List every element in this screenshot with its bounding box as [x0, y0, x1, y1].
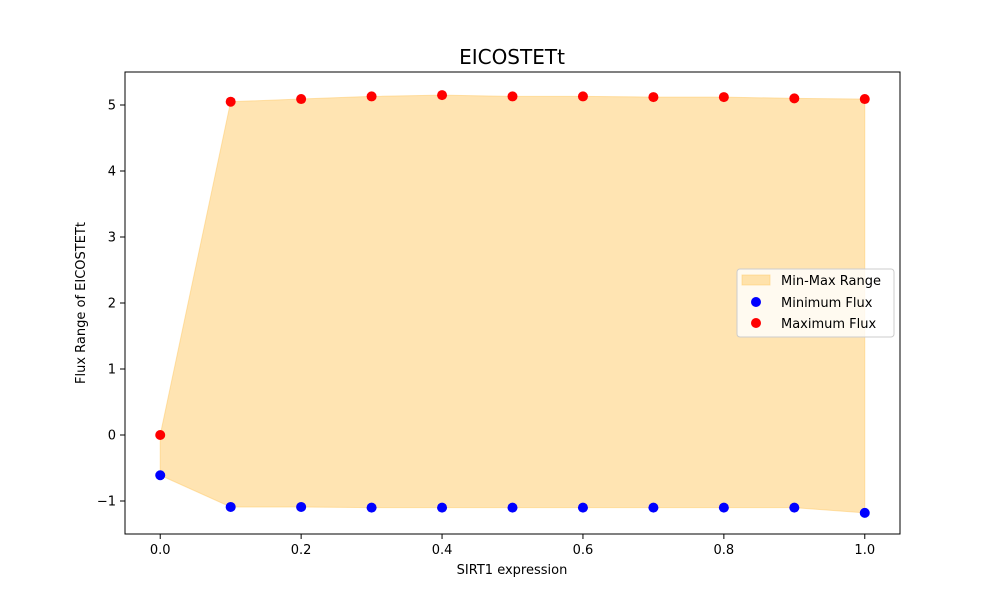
maximum-flux-point [859, 94, 870, 105]
x-axis-ticks: 0.0 0.2 0.4 0.6 0.8 1.0 [150, 534, 875, 558]
legend-label-minimum-flux: Minimum Flux [781, 296, 873, 311]
legend-marker-minimum-flux [751, 297, 761, 307]
x-tick-label: 1.0 [854, 543, 875, 558]
y-tick-label: 0 [108, 429, 116, 444]
minimum-flux-point [366, 502, 377, 513]
minimum-flux-point [437, 502, 448, 513]
y-tick-label: 3 [108, 231, 116, 246]
maximum-flux-point [296, 94, 307, 105]
points-layer [155, 90, 870, 518]
x-tick-label: 0.8 [714, 543, 735, 558]
y-tick-label: −1 [97, 495, 116, 510]
minimum-flux-point [225, 501, 236, 512]
y-axis-label: Flux Range of EICOSTETt [74, 222, 89, 384]
chart-title: EICOSTETt [459, 45, 565, 69]
maximum-flux-point [507, 91, 518, 102]
legend-box [736, 268, 895, 338]
minimum-flux-point [507, 502, 518, 513]
y-axis-ticks: −1 0 1 2 3 4 5 [97, 99, 125, 510]
maximum-flux-point [366, 91, 377, 102]
x-tick-label: 0.2 [291, 543, 312, 558]
y-tick-label: 5 [108, 99, 116, 114]
maximum-flux-point [789, 93, 800, 104]
legend-marker-maximum-flux [751, 318, 761, 328]
maximum-flux-point [225, 96, 236, 107]
minimum-flux-point [648, 502, 659, 513]
maximum-flux-point [718, 92, 729, 103]
x-tick-label: 0.4 [432, 543, 453, 558]
maximum-flux-point [577, 91, 588, 102]
maximum-flux-point [648, 92, 659, 103]
x-tick-label: 0.0 [150, 543, 171, 558]
minimum-flux-point [789, 502, 800, 513]
y-tick-label: 4 [108, 165, 116, 180]
legend-swatch-min-max-range [741, 274, 771, 286]
x-tick-label: 0.6 [573, 543, 594, 558]
y-tick-label: 2 [108, 297, 116, 312]
maximum-flux-point [155, 430, 166, 440]
minimum-flux-point [718, 502, 729, 513]
y-tick-label: 1 [108, 363, 116, 378]
minimum-flux-point [859, 507, 870, 518]
minimum-flux-point [296, 501, 307, 512]
x-axis-label: SIRT1 expression [457, 563, 568, 578]
legend-label-min-max-range: Min-Max Range [781, 274, 881, 289]
minimum-flux-point [155, 470, 166, 481]
minimum-flux-point [577, 502, 588, 513]
legend: Min-Max Range Minimum Flux Maximum Flux [736, 268, 895, 338]
maximum-flux-point [437, 90, 448, 101]
legend-label-maximum-flux: Maximum Flux [781, 317, 877, 332]
